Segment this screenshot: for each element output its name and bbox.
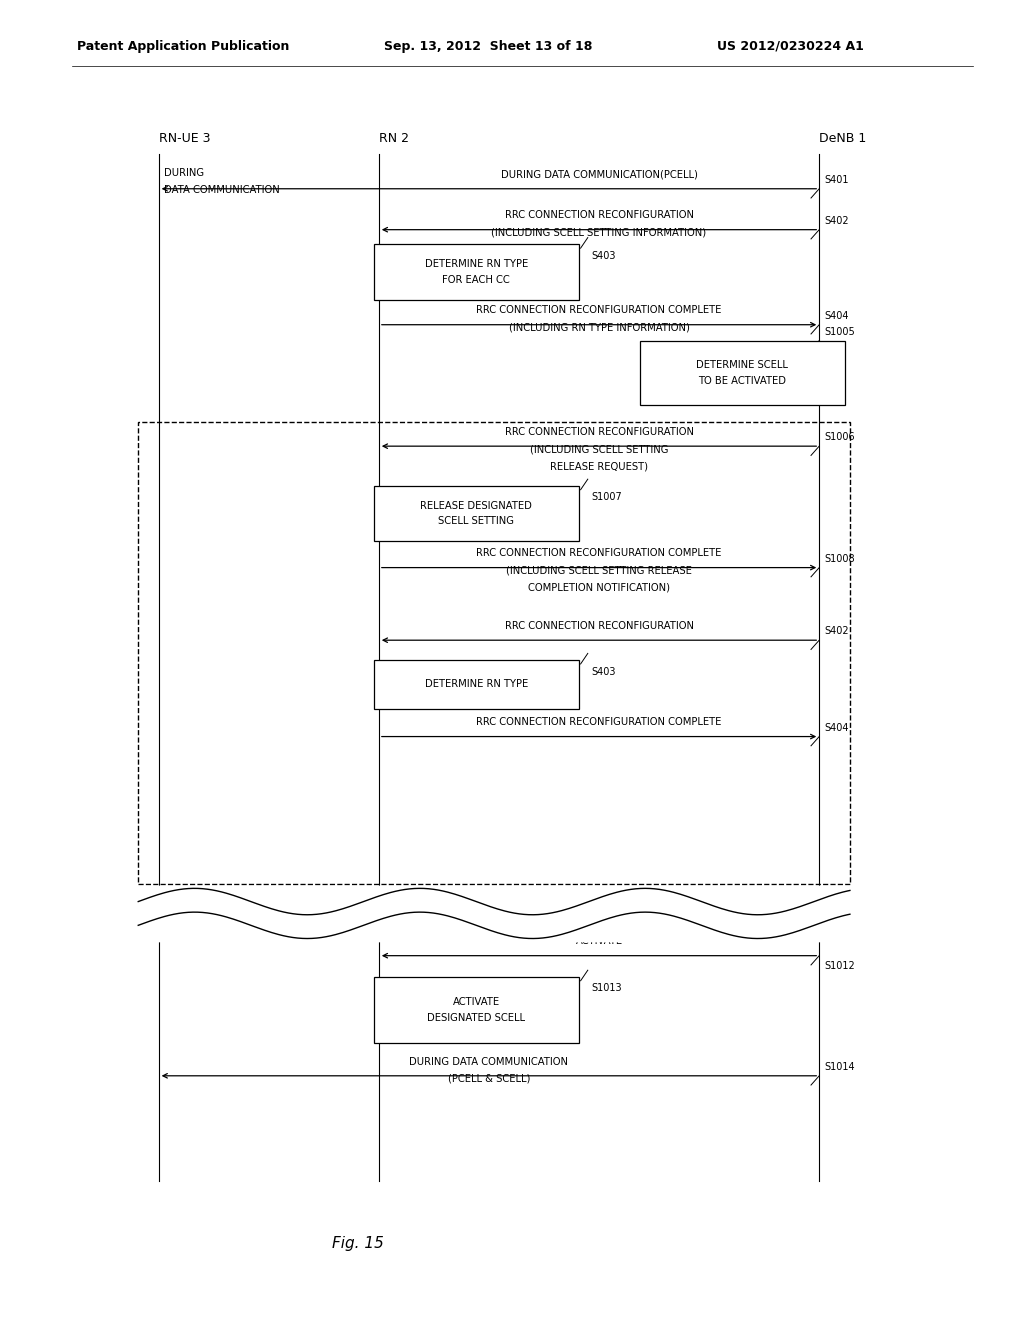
Text: S1005: S1005 (824, 326, 855, 337)
Text: S401: S401 (824, 174, 849, 185)
Text: TO BE ACTIVATED: TO BE ACTIVATED (698, 376, 786, 385)
Text: DETERMINE RN TYPE: DETERMINE RN TYPE (425, 680, 527, 689)
Text: S404: S404 (824, 722, 849, 733)
Text: DURING DATA COMMUNICATION: DURING DATA COMMUNICATION (410, 1056, 568, 1067)
Text: S1013: S1013 (592, 983, 623, 994)
Text: DURING DATA COMMUNICATION(PCELL): DURING DATA COMMUNICATION(PCELL) (501, 169, 697, 180)
Text: RRC CONNECTION RECONFIGURATION: RRC CONNECTION RECONFIGURATION (505, 620, 693, 631)
Text: US 2012/0230224 A1: US 2012/0230224 A1 (717, 40, 863, 53)
Text: S404: S404 (824, 310, 849, 321)
FancyBboxPatch shape (374, 977, 579, 1043)
Text: RRC CONNECTION RECONFIGURATION COMPLETE: RRC CONNECTION RECONFIGURATION COMPLETE (476, 305, 722, 315)
Text: (INCLUDING SCELL SETTING INFORMATION): (INCLUDING SCELL SETTING INFORMATION) (492, 227, 707, 238)
Text: DURING: DURING (164, 168, 204, 178)
Text: ACTIVATE: ACTIVATE (575, 936, 623, 946)
Text: (INCLUDING SCELL SETTING: (INCLUDING SCELL SETTING (529, 444, 669, 454)
Text: SCELL SETTING: SCELL SETTING (438, 516, 514, 527)
Text: S402: S402 (824, 626, 849, 636)
Text: S1012: S1012 (824, 961, 855, 972)
Text: S403: S403 (592, 251, 616, 261)
Text: DeNB 1: DeNB 1 (819, 132, 866, 145)
Text: Sep. 13, 2012  Sheet 13 of 18: Sep. 13, 2012 Sheet 13 of 18 (384, 40, 592, 53)
Text: S1007: S1007 (592, 492, 623, 503)
Text: RRC CONNECTION RECONFIGURATION: RRC CONNECTION RECONFIGURATION (505, 426, 693, 437)
Text: RN 2: RN 2 (379, 132, 409, 145)
Text: (INCLUDING SCELL SETTING RELEASE: (INCLUDING SCELL SETTING RELEASE (506, 565, 692, 576)
FancyBboxPatch shape (374, 244, 579, 300)
Text: RRC CONNECTION RECONFIGURATION COMPLETE: RRC CONNECTION RECONFIGURATION COMPLETE (476, 717, 722, 727)
Text: S1014: S1014 (824, 1061, 855, 1072)
FancyBboxPatch shape (374, 660, 579, 709)
Text: (PCELL & SCELL): (PCELL & SCELL) (447, 1073, 530, 1084)
Text: ACTIVATE: ACTIVATE (453, 997, 500, 1007)
Text: S1006: S1006 (824, 432, 855, 442)
Text: Fig. 15: Fig. 15 (333, 1236, 384, 1251)
Text: DETERMINE SCELL: DETERMINE SCELL (696, 360, 788, 370)
Text: RELEASE DESIGNATED: RELEASE DESIGNATED (420, 500, 532, 511)
Text: RRC CONNECTION RECONFIGURATION COMPLETE: RRC CONNECTION RECONFIGURATION COMPLETE (476, 548, 722, 558)
Text: COMPLETION NOTIFICATION): COMPLETION NOTIFICATION) (528, 582, 670, 593)
Text: Patent Application Publication: Patent Application Publication (77, 40, 289, 53)
Text: RRC CONNECTION RECONFIGURATION: RRC CONNECTION RECONFIGURATION (505, 210, 693, 220)
Text: (INCLUDING RN TYPE INFORMATION): (INCLUDING RN TYPE INFORMATION) (509, 322, 689, 333)
Text: FOR EACH CC: FOR EACH CC (442, 275, 510, 285)
Text: DESIGNATED SCELL: DESIGNATED SCELL (427, 1012, 525, 1023)
Text: S402: S402 (824, 215, 849, 226)
FancyBboxPatch shape (640, 341, 845, 405)
Text: DETERMINE RN TYPE: DETERMINE RN TYPE (425, 259, 527, 269)
Text: S1008: S1008 (824, 553, 855, 564)
Text: RELEASE REQUEST): RELEASE REQUEST) (550, 461, 648, 471)
Text: S403: S403 (592, 667, 616, 677)
Text: RN-UE 3: RN-UE 3 (159, 132, 210, 145)
FancyBboxPatch shape (374, 486, 579, 541)
Text: DATA COMMUNICATION: DATA COMMUNICATION (164, 185, 280, 195)
